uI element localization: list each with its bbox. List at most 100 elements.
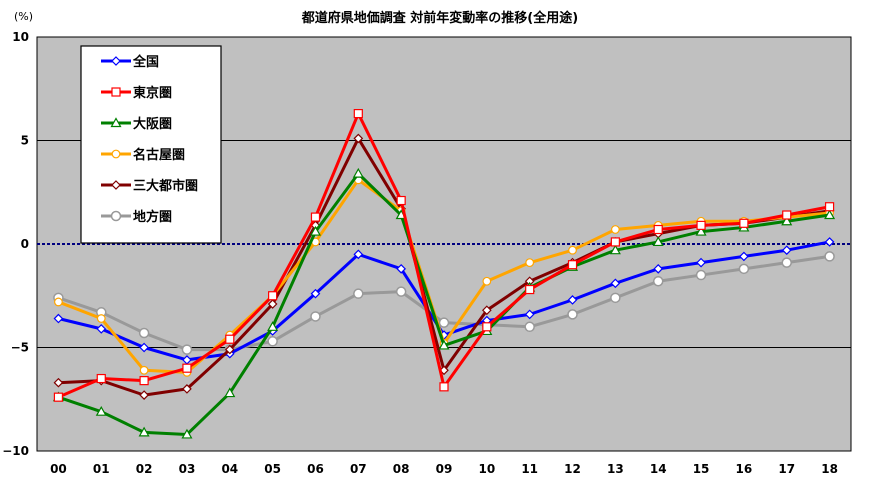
y-axis-unit: (%) xyxy=(14,10,33,23)
x-tick-label: 05 xyxy=(264,462,281,476)
data-point xyxy=(696,220,706,230)
data-point xyxy=(54,297,63,307)
data-point xyxy=(225,334,235,344)
data-point xyxy=(353,288,364,299)
legend-item: 三大都市圏 xyxy=(101,178,198,194)
legend-label: 名古屋圏 xyxy=(133,147,185,163)
data-point xyxy=(182,384,192,394)
data-point xyxy=(395,286,407,297)
data-point xyxy=(139,365,149,375)
data-point xyxy=(782,210,792,220)
data-point xyxy=(310,288,321,299)
x-tick-label: 00 xyxy=(50,462,67,476)
data-point xyxy=(781,215,793,226)
data-point xyxy=(695,225,707,236)
data-point xyxy=(610,237,620,247)
legend-item: 名古屋圏 xyxy=(101,147,185,163)
data-point xyxy=(482,322,492,332)
data-point xyxy=(310,212,321,222)
x-tick-label: 02 xyxy=(136,462,153,476)
data-point xyxy=(524,309,535,320)
data-point xyxy=(139,376,149,386)
data-point xyxy=(138,327,150,339)
legend-label: 三大都市圏 xyxy=(133,178,198,194)
x-tick-label: 06 xyxy=(307,462,324,476)
data-point xyxy=(696,257,706,268)
data-point xyxy=(267,321,279,331)
data-point xyxy=(224,344,235,355)
data-point xyxy=(353,133,364,144)
x-tick-label: 13 xyxy=(607,462,624,476)
x-tick-label: 04 xyxy=(221,462,238,476)
data-point xyxy=(824,251,835,262)
x-tick-label: 07 xyxy=(350,462,367,476)
data-point xyxy=(96,373,106,384)
data-point xyxy=(652,276,664,287)
legend-item: 東京圏 xyxy=(101,85,172,101)
data-point xyxy=(110,210,122,222)
plot-area: 10 5 0 −5 −10 00 01 02 03 04 05 06 07 08 09 10 11 12 13 14 1… xyxy=(2,30,852,476)
data-point xyxy=(610,225,620,234)
data-point xyxy=(653,263,664,274)
data-point xyxy=(610,278,621,289)
data-point xyxy=(139,342,149,353)
data-point xyxy=(138,426,150,437)
y-tick-label: −5 xyxy=(11,341,29,355)
x-tick-label: 11 xyxy=(521,462,538,476)
data-point xyxy=(567,309,578,320)
data-point xyxy=(739,251,749,262)
data-point xyxy=(96,314,106,323)
data-point xyxy=(310,311,321,322)
data-point xyxy=(396,195,406,206)
data-point xyxy=(609,244,621,255)
data-point xyxy=(267,336,278,347)
data-point xyxy=(353,249,364,260)
data-point xyxy=(396,263,407,274)
data-point xyxy=(652,236,664,247)
x-tick-label: 18 xyxy=(821,462,838,476)
legend-item: 全国 xyxy=(101,54,159,70)
data-point xyxy=(53,377,64,388)
x-tick-label: 15 xyxy=(693,462,710,476)
data-point xyxy=(525,284,535,295)
chart-title: 都道府県地価調査 対前年変動率の推移(全用途) xyxy=(301,10,578,26)
data-point xyxy=(267,299,278,309)
series-0 xyxy=(53,237,835,365)
x-tick-label: 10 xyxy=(478,462,495,476)
data-point xyxy=(781,245,792,256)
data-point xyxy=(111,180,121,190)
legend-item: 大阪圏 xyxy=(101,116,172,132)
x-tick-label: 09 xyxy=(436,462,453,476)
series-1 xyxy=(53,108,835,402)
data-point xyxy=(111,149,121,159)
x-tick-label: 03 xyxy=(179,462,196,476)
data-point xyxy=(139,390,149,400)
data-point xyxy=(525,258,535,268)
legend-label: 大阪圏 xyxy=(133,116,172,132)
data-point xyxy=(352,167,364,178)
y-tick-label: 5 xyxy=(21,134,29,148)
data-point xyxy=(781,257,792,268)
x-tick-label: 08 xyxy=(393,462,410,476)
data-point xyxy=(695,269,707,281)
data-point xyxy=(353,108,363,119)
data-point xyxy=(610,292,621,304)
data-point xyxy=(567,295,578,305)
data-point xyxy=(182,363,192,373)
x-tick-label: 01 xyxy=(93,462,110,476)
data-point xyxy=(824,237,835,247)
legend-item: 地方圏 xyxy=(101,209,172,225)
data-point xyxy=(53,313,64,324)
data-point xyxy=(824,202,835,212)
data-point xyxy=(568,245,577,255)
data-point xyxy=(309,225,321,236)
data-point xyxy=(739,218,749,228)
data-point xyxy=(95,405,107,416)
data-point xyxy=(268,291,278,301)
data-point xyxy=(653,224,663,235)
data-point xyxy=(482,276,492,286)
data-point xyxy=(224,387,236,398)
